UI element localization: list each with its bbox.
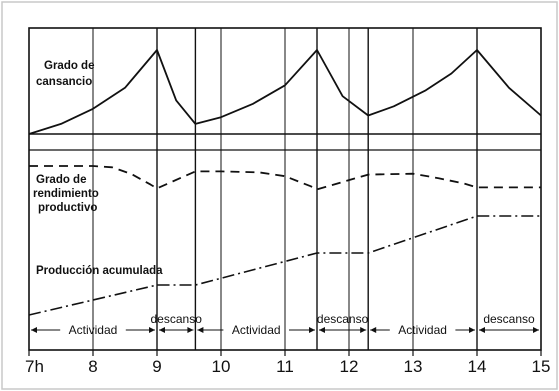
panel-labels: Grado de cansancio Grado de rendimiento …: [33, 60, 163, 277]
panel-dividers: [29, 28, 541, 350]
performance-label-line-2: rendimiento: [33, 188, 99, 200]
tick-label-7: 7h: [25, 357, 44, 376]
period-arrowhead-left-2: [197, 327, 204, 333]
period-label-2: Actividad: [232, 323, 281, 337]
series-line-solid: [28, 49, 542, 135]
period-band: Actividad descanso Actividad descanso Activi…: [31, 312, 539, 337]
tick-label-13: 13: [404, 357, 423, 376]
x-axis-ticks: 7h 8 9 10 11 12 13 14 15: [25, 350, 550, 376]
tick-label-15: 15: [532, 357, 551, 376]
period-label-1: descanso: [151, 312, 203, 326]
fatigue-label-line-1: Grado de: [44, 60, 94, 72]
period-label-3: descanso: [317, 312, 369, 326]
tick-label-10: 10: [212, 357, 231, 376]
production-label: Producción acumulada: [36, 265, 163, 277]
tick-label-9: 9: [152, 357, 161, 376]
period-arrowhead-right-0: [149, 327, 155, 333]
tick-label-8: 8: [88, 357, 97, 376]
performance-label-line-1: Grado de: [36, 174, 86, 186]
period-arrowhead-right-5: [533, 327, 539, 333]
period-arrowhead-left-3: [319, 327, 325, 333]
period-arrowhead-left-1: [159, 327, 165, 333]
tick-label-12: 12: [340, 357, 359, 376]
period-arrowhead-right-3: [360, 327, 367, 333]
period-arrowhead-right-4: [469, 327, 475, 333]
period-label-0: Actividad: [69, 323, 118, 337]
tick-label-14: 14: [468, 357, 487, 376]
period-arrowhead-left-5: [479, 327, 485, 333]
performance-label-line-3: productivo: [38, 202, 97, 214]
tick-label-11: 11: [276, 357, 294, 376]
period-arrowhead-right-2: [309, 327, 315, 333]
period-arrowhead-left-0: [31, 327, 37, 333]
series-lines: [28, 49, 542, 316]
fatigue-label-line-2: cansancio: [36, 76, 92, 88]
period-label-4: Actividad: [398, 323, 447, 337]
period-arrowhead-right-1: [187, 327, 194, 333]
period-label-5: descanso: [483, 312, 535, 326]
series-line-dashed: [29, 165, 541, 191]
period-arrowhead-left-4: [370, 327, 377, 333]
series-line-dashdot: [28, 215, 541, 316]
